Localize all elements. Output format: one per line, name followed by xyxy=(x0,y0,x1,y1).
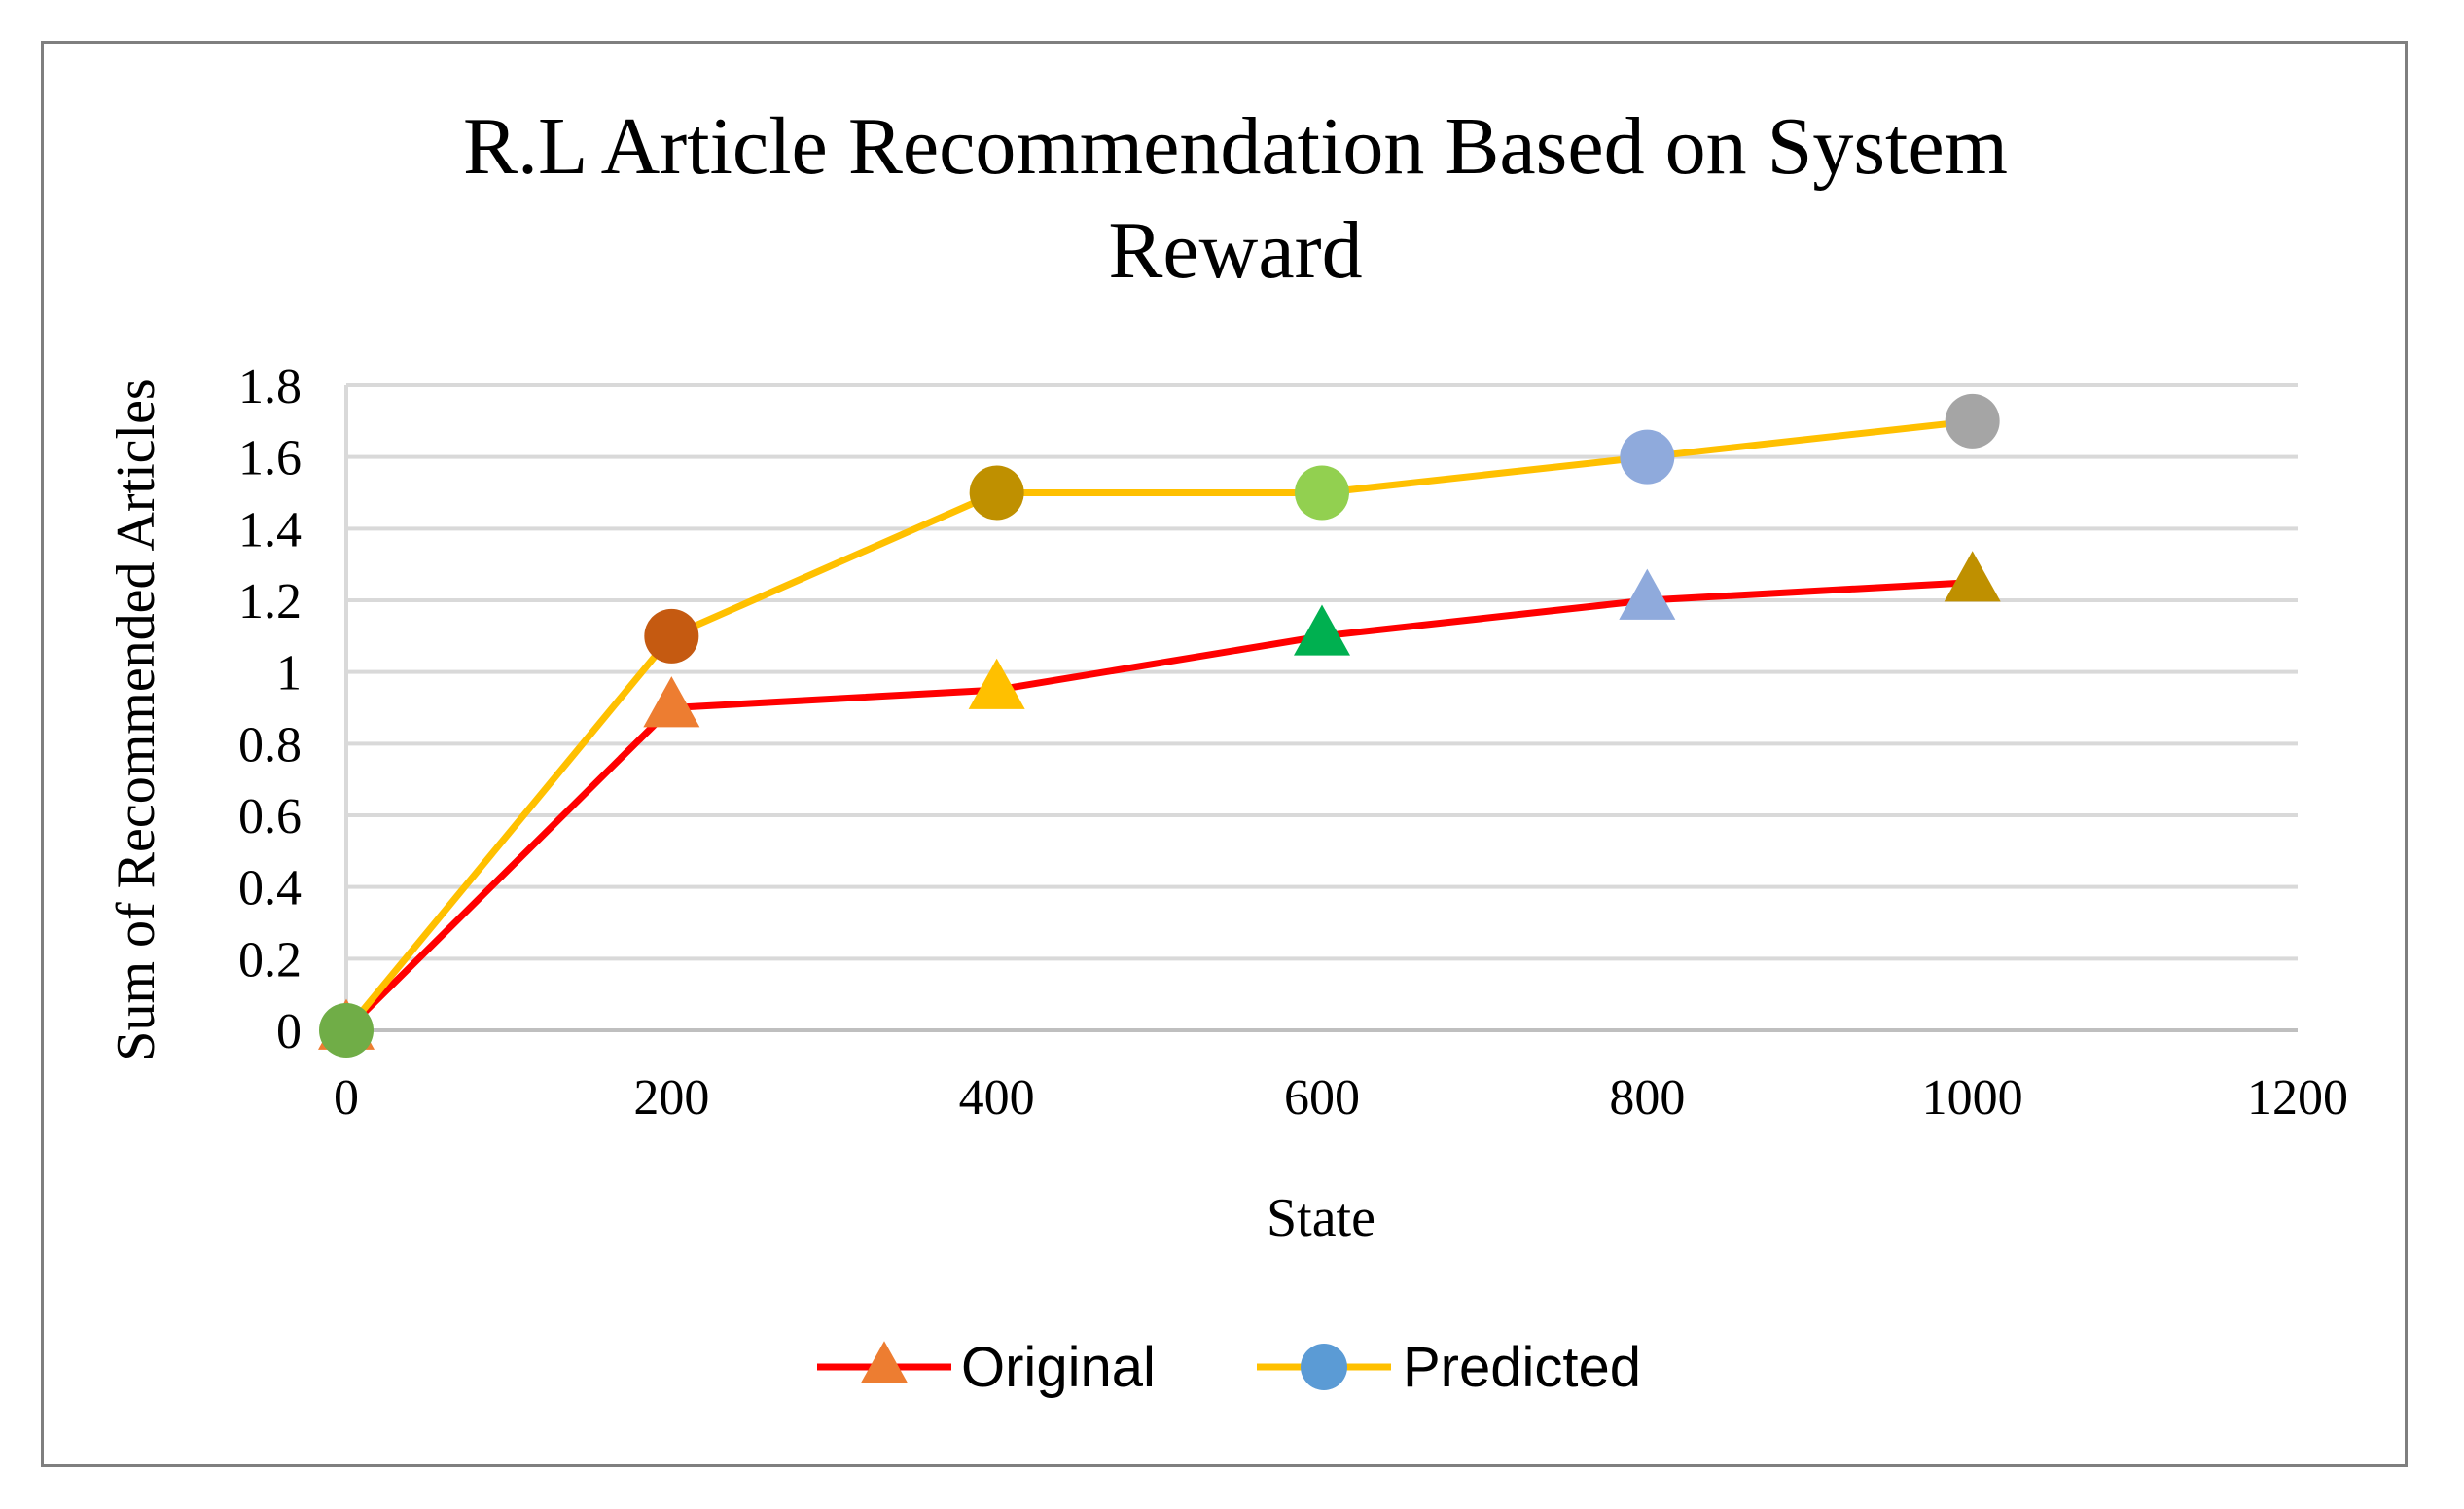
y-tick-labels: 0 0.2 0.4 0.6 0.8 1 1.2 1.4 1.6 1.8 xyxy=(238,359,302,1060)
marker-original-point xyxy=(968,658,1025,709)
marker-original-point xyxy=(1944,551,2001,602)
legend-circle-marker xyxy=(1301,1344,1347,1390)
marker-original-point xyxy=(1619,568,1676,620)
x-tick-label: 0 xyxy=(334,1070,359,1126)
y-tick-label: 0.4 xyxy=(238,861,302,916)
x-tick-labels: 0 200 400 600 800 1000 1200 xyxy=(334,1070,2348,1126)
marker-original-point xyxy=(643,676,700,728)
y-tick-label: 0 xyxy=(276,1004,302,1060)
x-tick-label: 600 xyxy=(1284,1070,1360,1126)
marker-predicted-point xyxy=(644,608,699,664)
y-tick-label: 1.6 xyxy=(238,431,302,486)
y-tick-label: 1.8 xyxy=(238,359,302,414)
series-line-original xyxy=(342,579,1977,1034)
chart-title-line-2: Reward xyxy=(1108,205,1362,296)
x-tick-label: 1200 xyxy=(2247,1070,2348,1126)
y-tick-label: 0.2 xyxy=(238,932,302,988)
chart-title-line-1: R.L Article Recommendation Based on Syst… xyxy=(463,101,2008,192)
legend: Original Predicted xyxy=(817,1336,1641,1399)
legend-label: Predicted xyxy=(1403,1336,1641,1399)
x-tick-label: 800 xyxy=(1609,1070,1685,1126)
marker-predicted-point xyxy=(969,465,1024,521)
x-tick-label: 1000 xyxy=(1922,1070,2023,1126)
legend-triangle-marker xyxy=(861,1341,908,1383)
legend-item-original: Original xyxy=(817,1336,1156,1399)
marker-predicted-point xyxy=(319,1003,374,1058)
x-axis-label: State xyxy=(1267,1188,1375,1248)
y-tick-label: 1.4 xyxy=(238,502,302,557)
y-tick-label: 0.8 xyxy=(238,717,302,772)
marker-predicted-point xyxy=(1945,393,2000,449)
x-tick-label: 200 xyxy=(633,1070,709,1126)
legend-item-predicted: Predicted xyxy=(1257,1336,1641,1399)
axes xyxy=(344,385,2298,1032)
series-line-predicted xyxy=(342,417,1977,1034)
y-tick-label: 1.2 xyxy=(238,574,302,629)
y-tick-label: 1 xyxy=(276,646,302,701)
legend-label: Original xyxy=(961,1336,1156,1399)
chart-frame xyxy=(41,41,2408,1467)
x-tick-label: 400 xyxy=(959,1070,1035,1126)
y-axis-label: Sum of Recommended Articles xyxy=(106,378,166,1060)
series xyxy=(318,393,2001,1058)
y-tick-label: 0.6 xyxy=(238,789,302,844)
marker-predicted-point xyxy=(1620,429,1675,485)
marker-predicted-point xyxy=(1295,465,1349,521)
marker-original-point xyxy=(1294,604,1350,656)
